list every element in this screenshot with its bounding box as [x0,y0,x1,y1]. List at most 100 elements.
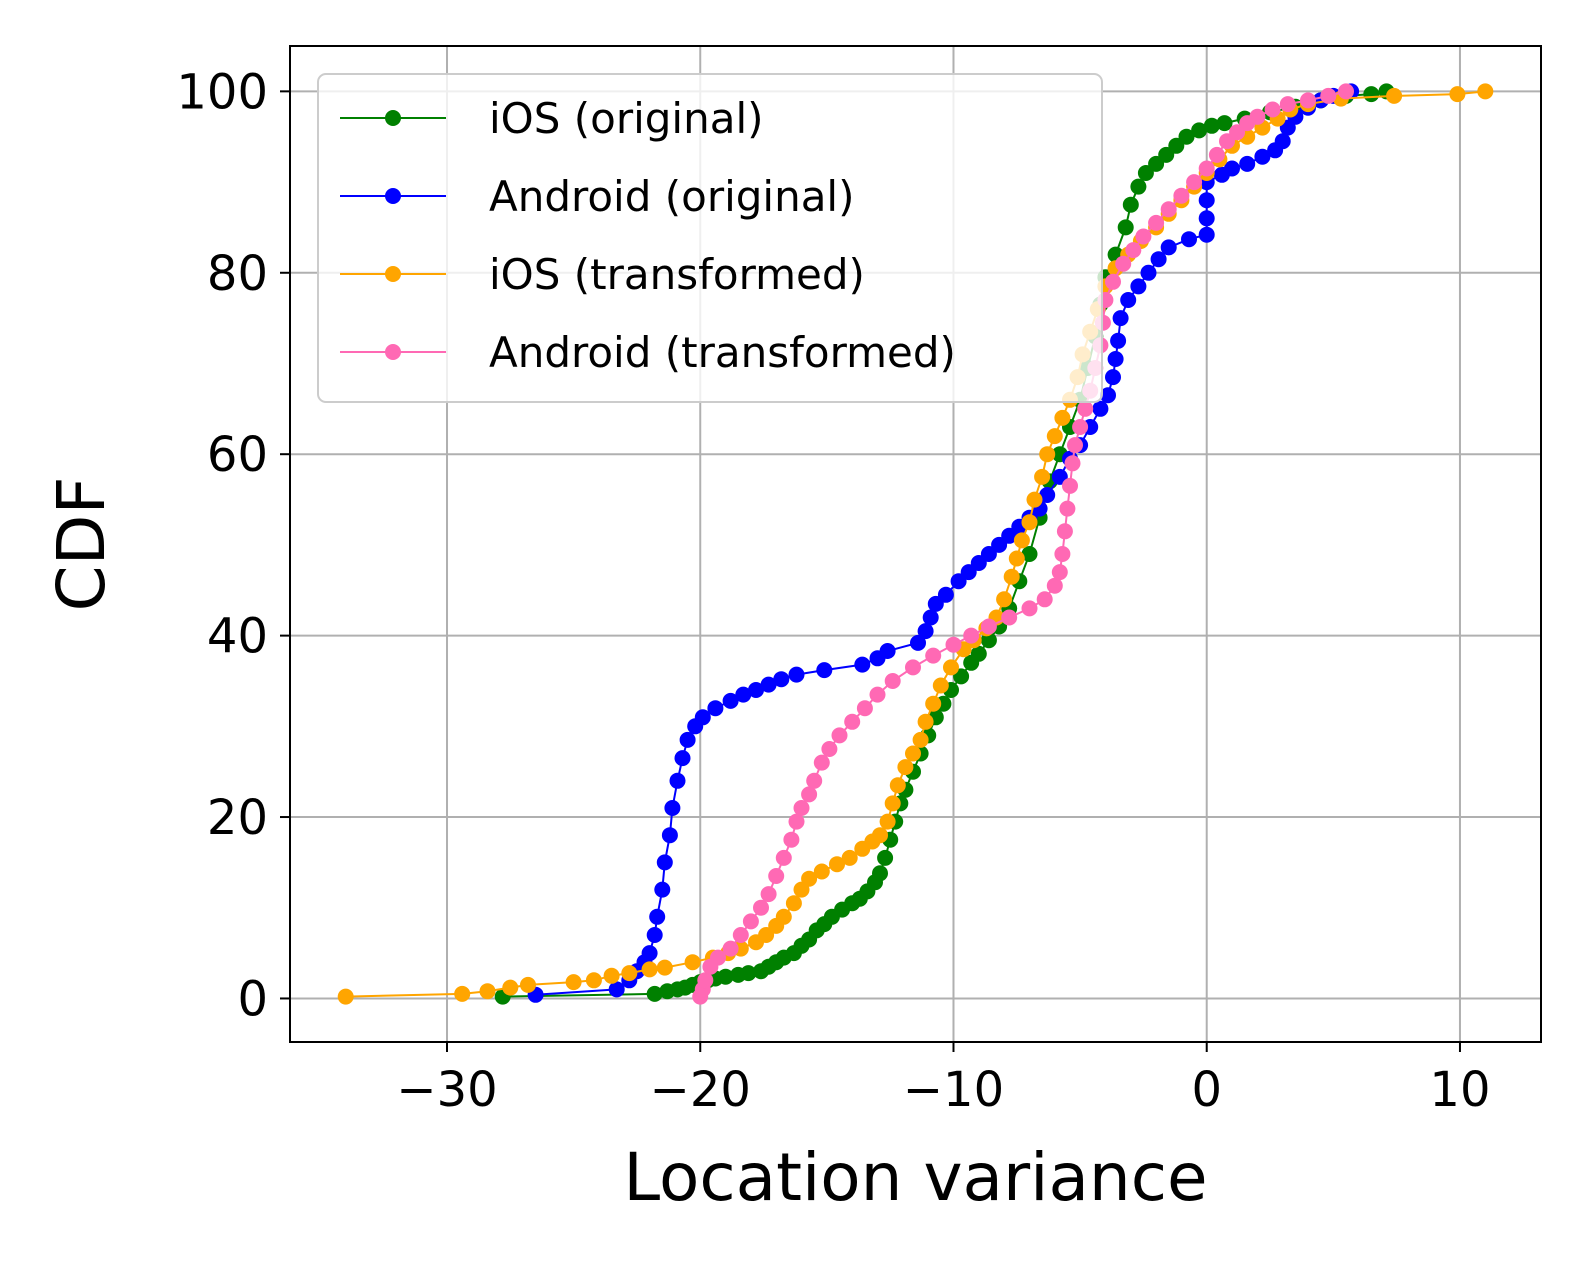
data-point [1001,609,1018,626]
data-point [1320,87,1337,104]
data-point [674,750,691,767]
data-point [937,586,954,603]
data-point [748,682,764,698]
data-point [932,677,949,694]
data-point [1054,546,1071,562]
data-point [793,800,810,816]
data-point [1046,428,1063,445]
data-point [641,961,658,978]
data-point [1120,292,1137,308]
data-point [801,870,818,887]
data-point [1186,174,1203,191]
data-point [656,959,673,976]
legend-item: Android (original) [340,172,855,221]
data-point [1062,477,1078,494]
data-point [1100,387,1116,404]
data-point [1056,523,1073,540]
data-point [1077,400,1094,417]
data-point [1013,532,1030,549]
data-point [879,813,896,830]
data-point [669,772,686,789]
data-point [1064,455,1081,472]
x-axis-label: Location variance [623,1139,1207,1216]
data-point [1117,219,1134,236]
legend-marker [385,266,401,282]
legend: iOS (original) Android (original) iOS (tra… [317,73,1103,403]
legend-label: Android (transformed) [489,328,956,377]
data-point [1150,251,1167,268]
data-point [788,813,805,830]
data-point [1239,155,1256,172]
data-point [753,899,769,916]
data-point [1008,550,1025,567]
data-point [856,700,873,717]
data-point [694,709,711,726]
data-point [661,827,678,844]
x-tick-label: 10 [1429,1062,1490,1118]
y-tick-label: 100 [176,64,268,120]
legend-marker [385,188,401,204]
data-point [1477,83,1494,100]
data-point [697,972,714,989]
data-point [707,700,724,717]
data-point [1198,160,1215,177]
data-point [910,634,926,651]
data-point [1148,214,1165,231]
y-tick-label: 20 [207,790,268,846]
data-point [1224,160,1240,177]
data-point [565,974,582,991]
data-point [1034,468,1051,485]
data-point [710,949,726,966]
data-point [1279,96,1296,113]
data-point [996,591,1013,608]
data-point [1178,128,1195,145]
data-point [1072,419,1089,435]
data-point [1107,351,1124,367]
data-point [1021,600,1038,617]
legend-label: iOS (original) [489,94,764,143]
data-point [844,713,861,730]
data-point [1363,86,1380,103]
data-point [1264,101,1281,118]
data-point [1046,577,1063,594]
data-point [649,908,666,925]
data-point [813,754,830,771]
data-point [1021,546,1038,562]
data-point [816,662,833,679]
data-point [479,983,496,1000]
data-point [1137,165,1154,181]
data-point [1198,210,1215,227]
data-point [877,849,894,866]
data-point [1274,133,1291,150]
data-point [1181,231,1197,248]
data-point [656,854,673,871]
data-point [454,985,471,1002]
data-point [1039,446,1056,463]
data-point [1130,278,1147,295]
data-point [1168,137,1185,154]
data-point [520,976,536,993]
data-point [603,967,620,984]
data-point [1026,491,1043,508]
data-point [1039,487,1056,503]
data-point [1130,178,1147,195]
data-point [905,659,921,676]
data-point [889,777,906,794]
data-point [917,623,934,640]
data-point [654,881,671,898]
x-axis-ticks: −30 −20 −10 0 10 [396,1042,1491,1118]
data-point [684,954,701,971]
legend-item: Android (transformed) [340,328,956,377]
data-point [980,618,997,635]
data-point [585,972,602,989]
x-tick-label: −10 [903,1062,1004,1118]
data-point [872,827,888,844]
data-point [869,686,886,703]
data-point [1386,87,1403,104]
data-point [963,627,980,644]
series-1 [527,83,1360,1003]
data-point [1115,255,1132,272]
data-point [740,965,757,982]
data-point [1160,201,1177,218]
